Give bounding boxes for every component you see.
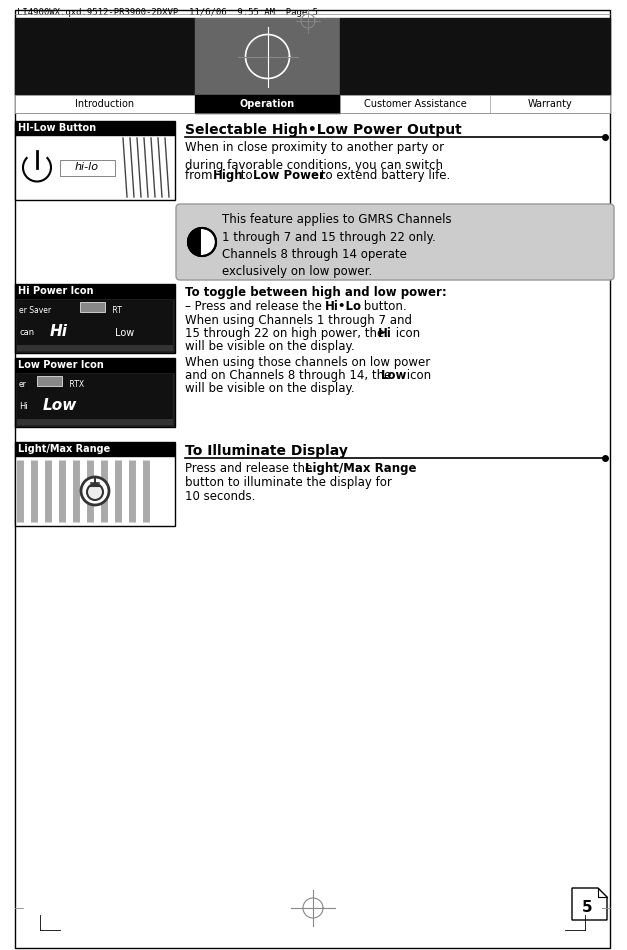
Bar	[195, 95, 340, 113]
Text: When using Channels 1 through 7 and: When using Channels 1 through 7 and	[185, 314, 412, 327]
Text: Low Power: Low Power	[253, 169, 325, 182]
Text: hi-lo: hi-lo	[75, 162, 99, 173]
Bar	[17, 419, 173, 425]
Text: er Saver: er Saver	[19, 306, 51, 315]
Text: Low: Low	[115, 328, 134, 338]
Bar	[15, 298, 175, 353]
Text: High: High	[213, 169, 244, 182]
FancyBboxPatch shape	[176, 204, 614, 280]
Circle shape	[81, 477, 109, 505]
Text: Low: Low	[43, 398, 77, 413]
Text: 15 through 22 on high power, the: 15 through 22 on high power, the	[185, 327, 388, 340]
Bar	[15, 358, 175, 372]
Circle shape	[87, 484, 103, 500]
Text: HI-Low Button: HI-Low Button	[18, 123, 96, 133]
Text: This feature applies to GMRS Channels
1 through 7 and 15 through 22 only.
Channe: This feature applies to GMRS Channels 1 …	[222, 213, 451, 278]
Text: er: er	[19, 380, 27, 389]
Text: can: can	[19, 328, 34, 337]
Text: from: from	[185, 169, 216, 182]
Text: RTX: RTX	[67, 380, 84, 389]
Text: To toggle between high and low power:: To toggle between high and low power:	[185, 286, 447, 299]
Bar	[340, 95, 490, 113]
Bar	[195, 18, 340, 95]
Polygon shape	[188, 228, 202, 256]
Bar	[80, 302, 105, 312]
Polygon shape	[572, 888, 607, 920]
Text: LI4900WX.qxd:9512-PR3900-2DXVP  11/6/06  9:55 AM  Page 5: LI4900WX.qxd:9512-PR3900-2DXVP 11/6/06 9…	[17, 8, 318, 17]
Text: button.: button.	[360, 300, 407, 313]
Text: to extend battery life.: to extend battery life.	[317, 169, 450, 182]
Bar	[15, 372, 175, 427]
Text: – Press and release the: – Press and release the	[185, 300, 325, 313]
Text: Light/Max Range: Light/Max Range	[305, 462, 416, 475]
Text: Customer Assistance: Customer Assistance	[364, 99, 466, 109]
Text: icon: icon	[392, 327, 420, 340]
Bar	[340, 18, 610, 95]
Text: Low Power Icon: Low Power Icon	[18, 360, 103, 370]
Bar	[15, 442, 175, 456]
Text: When using those channels on low power: When using those channels on low power	[185, 356, 430, 369]
Text: Operation: Operation	[240, 99, 295, 109]
Text: To Illuminate Display: To Illuminate Display	[185, 444, 348, 458]
Text: will be visible on the display.: will be visible on the display.	[185, 340, 355, 353]
Bar	[17, 345, 173, 351]
Text: Low: Low	[381, 369, 408, 382]
Bar	[17, 300, 173, 351]
Text: 5: 5	[582, 901, 593, 916]
Text: Warranty: Warranty	[528, 99, 572, 109]
Circle shape	[23, 154, 51, 181]
Bar	[15, 135, 175, 200]
Text: Introduction: Introduction	[75, 99, 135, 109]
Bar	[15, 456, 175, 526]
Text: Hi•Lo: Hi•Lo	[325, 300, 362, 313]
Text: Hi: Hi	[378, 327, 392, 340]
Bar	[15, 121, 175, 135]
Text: 10 seconds.: 10 seconds.	[185, 490, 255, 503]
Bar	[17, 374, 173, 425]
Bar	[60, 160, 115, 176]
Bar	[15, 284, 175, 298]
Bar	[15, 95, 195, 113]
Text: RT: RT	[110, 306, 122, 315]
Text: Light/Max Range: Light/Max Range	[18, 444, 110, 454]
Text: When in close proximity to another party or
during favorable conditions, you can: When in close proximity to another party…	[185, 141, 444, 172]
Bar	[37, 376, 62, 386]
Text: button to illuminate the display for: button to illuminate the display for	[185, 476, 392, 489]
Text: Hi: Hi	[50, 324, 68, 339]
Text: Selectable High•Low Power Output: Selectable High•Low Power Output	[185, 123, 461, 137]
Text: icon: icon	[403, 369, 431, 382]
Text: Hi Power Icon: Hi Power Icon	[18, 286, 93, 296]
Text: Hi: Hi	[19, 402, 28, 411]
Text: to: to	[237, 169, 256, 182]
Bar	[490, 95, 610, 113]
Text: will be visible on the display.: will be visible on the display.	[185, 382, 355, 395]
Circle shape	[188, 228, 216, 256]
Text: and on Channels 8 through 14, the: and on Channels 8 through 14, the	[185, 369, 395, 382]
Bar	[15, 18, 195, 95]
Text: Press and release the: Press and release the	[185, 462, 316, 475]
